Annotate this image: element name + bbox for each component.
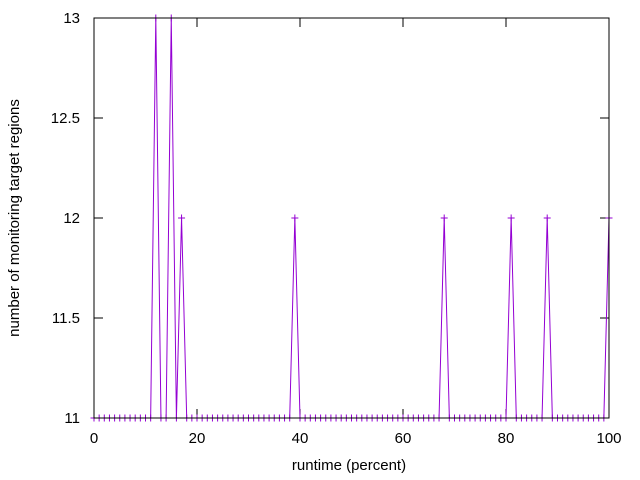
y-axis-title: number of monitoring target regions [6, 99, 23, 337]
x-tick-label: 40 [292, 430, 309, 447]
plot-frame [93, 17, 610, 419]
y-tick-label: 13 [63, 10, 80, 27]
data-point-marker [543, 214, 551, 222]
y-tick-label: 12 [63, 210, 80, 227]
x-tick-label: 20 [189, 430, 206, 447]
y-tick-label: 11.5 [52, 310, 80, 327]
x-tick-label: 100 [596, 430, 621, 447]
x-tick-label: 0 [90, 430, 98, 447]
y-tick-label: 11 [64, 410, 80, 427]
data-point-marker [291, 214, 299, 222]
x-tick-label: 60 [395, 430, 412, 447]
data-point-marker [178, 214, 186, 222]
x-axis-title: runtime (percent) [292, 457, 406, 474]
y-tick-label: 12.5 [51, 110, 80, 127]
plot-background [94, 18, 609, 418]
tick-labels: 0 20 40 60 80 100 11 11.5 12 12.5 13 [51, 10, 622, 447]
data-point-marker [440, 214, 448, 222]
data-point-marker [507, 214, 515, 222]
x-tick-label: 80 [498, 430, 515, 447]
